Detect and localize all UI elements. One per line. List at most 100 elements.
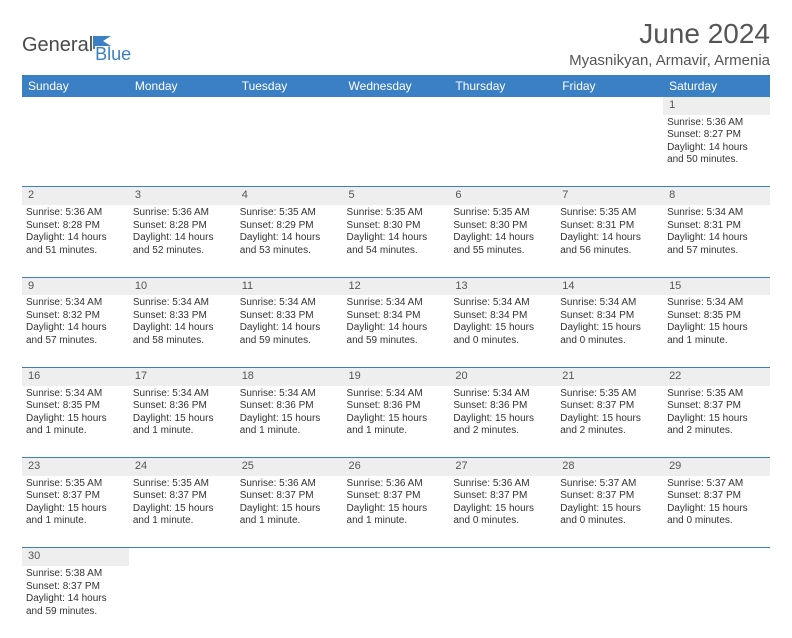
day-number xyxy=(556,97,663,115)
day-cell: Sunrise: 5:38 AMSunset: 8:37 PMDaylight:… xyxy=(22,566,129,638)
day-number: 14 xyxy=(556,277,663,295)
day-cell xyxy=(129,115,236,187)
day-number: 15 xyxy=(663,277,770,295)
day-number xyxy=(449,97,556,115)
day-cell: Sunrise: 5:35 AMSunset: 8:30 PMDaylight:… xyxy=(449,205,556,277)
weekday-header: Saturday xyxy=(663,75,770,97)
daynum-row: 23242526272829 xyxy=(22,458,770,476)
day-cell: Sunrise: 5:35 AMSunset: 8:37 PMDaylight:… xyxy=(556,386,663,458)
daynum-row: 9101112131415 xyxy=(22,277,770,295)
day-cell: Sunrise: 5:37 AMSunset: 8:37 PMDaylight:… xyxy=(663,476,770,548)
day-number: 18 xyxy=(236,367,343,385)
day-number: 1 xyxy=(663,97,770,115)
day-number: 30 xyxy=(22,548,129,566)
day-number: 5 xyxy=(343,187,450,205)
day-cell: Sunrise: 5:35 AMSunset: 8:30 PMDaylight:… xyxy=(343,205,450,277)
day-number: 19 xyxy=(343,367,450,385)
weekday-header: Tuesday xyxy=(236,75,343,97)
day-data-row: Sunrise: 5:36 AMSunset: 8:28 PMDaylight:… xyxy=(22,205,770,277)
day-number: 17 xyxy=(129,367,236,385)
day-cell: Sunrise: 5:35 AMSunset: 8:37 PMDaylight:… xyxy=(129,476,236,548)
day-number: 6 xyxy=(449,187,556,205)
day-cell xyxy=(343,115,450,187)
weekday-header: Thursday xyxy=(449,75,556,97)
day-number xyxy=(236,548,343,566)
location: Myasnikyan, Armavir, Armenia xyxy=(569,52,770,69)
day-cell xyxy=(22,115,129,187)
day-cell: Sunrise: 5:34 AMSunset: 8:36 PMDaylight:… xyxy=(449,386,556,458)
day-number xyxy=(343,97,450,115)
daynum-row: 30 xyxy=(22,548,770,566)
day-cell: Sunrise: 5:36 AMSunset: 8:28 PMDaylight:… xyxy=(129,205,236,277)
weekday-header-row: Sunday Monday Tuesday Wednesday Thursday… xyxy=(22,75,770,97)
day-data-row: Sunrise: 5:36 AMSunset: 8:27 PMDaylight:… xyxy=(22,115,770,187)
day-cell: Sunrise: 5:35 AMSunset: 8:29 PMDaylight:… xyxy=(236,205,343,277)
day-number: 27 xyxy=(449,458,556,476)
daynum-row: 16171819202122 xyxy=(22,367,770,385)
day-number: 7 xyxy=(556,187,663,205)
day-cell: Sunrise: 5:36 AMSunset: 8:37 PMDaylight:… xyxy=(236,476,343,548)
day-cell xyxy=(556,115,663,187)
day-cell xyxy=(449,115,556,187)
day-number: 22 xyxy=(663,367,770,385)
day-data-row: Sunrise: 5:34 AMSunset: 8:32 PMDaylight:… xyxy=(22,295,770,367)
day-cell: Sunrise: 5:36 AMSunset: 8:27 PMDaylight:… xyxy=(663,115,770,187)
day-cell: Sunrise: 5:36 AMSunset: 8:37 PMDaylight:… xyxy=(449,476,556,548)
day-number: 20 xyxy=(449,367,556,385)
day-cell: Sunrise: 5:36 AMSunset: 8:28 PMDaylight:… xyxy=(22,205,129,277)
header: General Blue June 2024 Myasnikyan, Armav… xyxy=(22,18,770,69)
day-cell: Sunrise: 5:34 AMSunset: 8:34 PMDaylight:… xyxy=(343,295,450,367)
day-cell xyxy=(663,566,770,638)
weekday-header: Wednesday xyxy=(343,75,450,97)
logo-text-blue: Blue xyxy=(95,44,131,65)
day-number: 29 xyxy=(663,458,770,476)
day-number: 10 xyxy=(129,277,236,295)
day-number: 2 xyxy=(22,187,129,205)
day-cell: Sunrise: 5:34 AMSunset: 8:33 PMDaylight:… xyxy=(236,295,343,367)
day-cell xyxy=(556,566,663,638)
title-block: June 2024 Myasnikyan, Armavir, Armenia xyxy=(569,18,770,69)
day-number xyxy=(449,548,556,566)
month-title: June 2024 xyxy=(569,18,770,50)
day-number xyxy=(22,97,129,115)
day-cell xyxy=(449,566,556,638)
day-cell: Sunrise: 5:34 AMSunset: 8:36 PMDaylight:… xyxy=(343,386,450,458)
day-cell: Sunrise: 5:34 AMSunset: 8:34 PMDaylight:… xyxy=(556,295,663,367)
day-number: 21 xyxy=(556,367,663,385)
day-number xyxy=(556,548,663,566)
day-cell xyxy=(129,566,236,638)
day-number: 16 xyxy=(22,367,129,385)
day-cell: Sunrise: 5:35 AMSunset: 8:37 PMDaylight:… xyxy=(663,386,770,458)
logo: General Blue xyxy=(22,26,131,65)
day-number: 12 xyxy=(343,277,450,295)
day-number: 23 xyxy=(22,458,129,476)
day-number: 24 xyxy=(129,458,236,476)
day-cell xyxy=(343,566,450,638)
day-number: 26 xyxy=(343,458,450,476)
day-cell: Sunrise: 5:34 AMSunset: 8:36 PMDaylight:… xyxy=(236,386,343,458)
day-number: 28 xyxy=(556,458,663,476)
calendar-table: Sunday Monday Tuesday Wednesday Thursday… xyxy=(22,75,770,638)
day-cell: Sunrise: 5:34 AMSunset: 8:32 PMDaylight:… xyxy=(22,295,129,367)
day-number xyxy=(129,97,236,115)
day-cell: Sunrise: 5:37 AMSunset: 8:37 PMDaylight:… xyxy=(556,476,663,548)
day-number: 11 xyxy=(236,277,343,295)
day-data-row: Sunrise: 5:35 AMSunset: 8:37 PMDaylight:… xyxy=(22,476,770,548)
day-cell xyxy=(236,566,343,638)
day-data-row: Sunrise: 5:38 AMSunset: 8:37 PMDaylight:… xyxy=(22,566,770,638)
weekday-header: Sunday xyxy=(22,75,129,97)
day-number: 8 xyxy=(663,187,770,205)
logo-text-general: General xyxy=(22,34,93,57)
day-number: 4 xyxy=(236,187,343,205)
day-number: 25 xyxy=(236,458,343,476)
daynum-row: 1 xyxy=(22,97,770,115)
daynum-row: 2345678 xyxy=(22,187,770,205)
day-number xyxy=(663,548,770,566)
weekday-header: Friday xyxy=(556,75,663,97)
day-number: 13 xyxy=(449,277,556,295)
day-cell: Sunrise: 5:35 AMSunset: 8:37 PMDaylight:… xyxy=(22,476,129,548)
day-number: 9 xyxy=(22,277,129,295)
day-cell: Sunrise: 5:34 AMSunset: 8:36 PMDaylight:… xyxy=(129,386,236,458)
day-cell: Sunrise: 5:35 AMSunset: 8:31 PMDaylight:… xyxy=(556,205,663,277)
day-cell: Sunrise: 5:34 AMSunset: 8:31 PMDaylight:… xyxy=(663,205,770,277)
